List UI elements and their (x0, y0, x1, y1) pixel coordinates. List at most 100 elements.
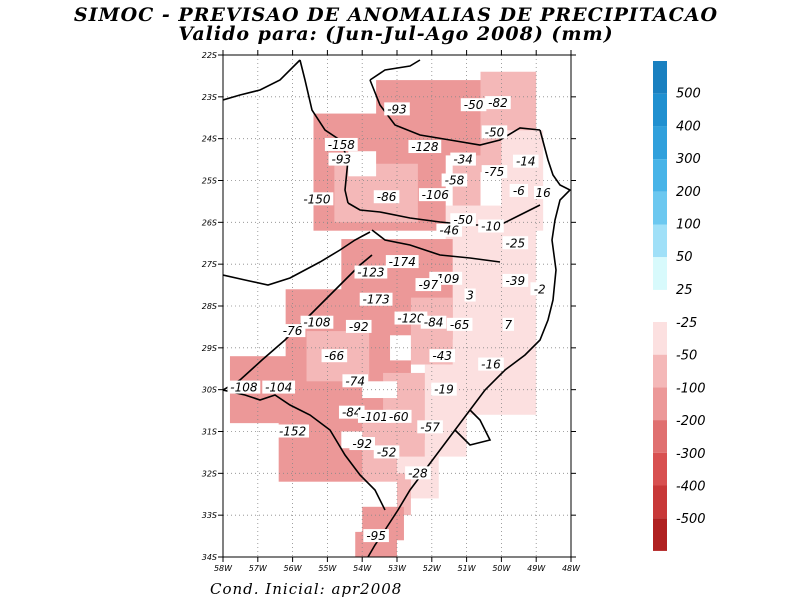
anomaly-value-label: -6 (509, 183, 528, 198)
value-label-box (300, 315, 334, 329)
value-label-text: -150 (303, 192, 331, 206)
value-label-text: -82 (488, 96, 508, 110)
lat-label: 23S (202, 93, 217, 102)
value-label-text: -46 (439, 224, 459, 238)
value-label-box (441, 173, 468, 187)
lat-label: 26S (202, 218, 217, 227)
lon-label: 53W (388, 564, 407, 573)
anomaly-value-label: -93 (328, 152, 355, 167)
legend-swatch-negative (653, 452, 667, 486)
value-label-text: -19 (434, 383, 454, 397)
legend-swatch-positive (653, 126, 667, 160)
value-label-text: -10 (481, 220, 501, 234)
value-label-text: -108 (230, 381, 258, 395)
anomaly-value-label: -66 (321, 349, 348, 363)
lat-label: 33S (202, 511, 217, 520)
anomaly-value-label: -10 (478, 219, 504, 234)
anomaly-value-label: -92 (349, 437, 375, 451)
state-border-pr-sc (347, 202, 541, 226)
anomaly-value-label: -25 (502, 236, 529, 250)
anomaly-value-label: -39 (502, 273, 529, 288)
value-label-text: -14 (516, 155, 536, 169)
value-label-text: -84 (424, 316, 444, 330)
value-label-box (502, 273, 529, 287)
lon-label: 51W (458, 564, 477, 573)
legend-swatch-negative (653, 485, 667, 519)
value-label-box (509, 183, 528, 197)
value-label-box (533, 186, 553, 200)
lat-label: 31S (202, 428, 217, 437)
anomaly-value-label: -82 (485, 96, 511, 110)
anomaly-value-label: -50 (460, 98, 487, 112)
anomaly-value-label: -57 (417, 420, 443, 434)
river-line (223, 59, 301, 101)
value-label-box (276, 424, 309, 438)
value-label-box (512, 154, 539, 168)
anomaly-value-label: -65 (446, 317, 473, 332)
lon-label: 54W (353, 564, 372, 573)
value-label-box (450, 152, 476, 166)
value-label-text: -39 (506, 274, 526, 288)
lon-label: 48W (562, 564, 581, 573)
value-label-text: 16 (536, 186, 552, 200)
anomaly-value-label: -75 (481, 165, 508, 179)
lon-label: 52W (423, 564, 442, 573)
lon-label: 55W (318, 564, 337, 573)
value-label-text: -66 (325, 349, 345, 363)
legend-label: 200 (676, 185, 701, 200)
value-label-box (415, 278, 442, 292)
value-label-text: -34 (453, 153, 473, 167)
anomaly-value-label: -93 (384, 102, 410, 116)
value-label-box (530, 282, 549, 296)
value-label-box (384, 102, 410, 116)
value-label-text: 7 (505, 318, 513, 332)
legend-label: -50 (676, 349, 697, 364)
legend-swatch-positive (653, 191, 667, 225)
legend-swatch-positive (653, 224, 667, 258)
anomaly-value-label: -150 (300, 192, 334, 206)
value-label-text: -108 (303, 316, 331, 330)
legend-swatch-negative (653, 322, 667, 355)
anomaly-value-label: -14 (512, 154, 539, 169)
value-label-text: -128 (411, 140, 439, 154)
legend-swatch-positive (653, 257, 667, 290)
value-label-box (345, 319, 372, 333)
anomaly-value-label: -74 (342, 374, 369, 388)
no-anomaly-region (390, 335, 411, 361)
value-label-box (502, 317, 514, 331)
value-label-box (464, 288, 476, 302)
legend-label: 300 (676, 152, 701, 167)
legend-label: -300 (676, 447, 706, 462)
anomaly-value-label: -104 (262, 380, 296, 395)
value-label-box (324, 137, 358, 151)
value-label-box (478, 219, 504, 233)
anomaly-value-label: -58 (441, 173, 468, 188)
value-label-text: -60 (389, 410, 409, 424)
value-label-text: -50 (464, 98, 484, 112)
anomaly-value-label: -84 (420, 315, 447, 330)
anomaly-value-label: -101 (357, 409, 391, 424)
legend-swatch-negative (653, 387, 667, 421)
value-label-box (460, 98, 487, 112)
anomaly-value-label: -2 (530, 282, 549, 296)
anomaly-value-label: 7 (502, 317, 514, 332)
value-label-box (429, 349, 456, 363)
legend-label: 400 (676, 119, 701, 134)
value-label-box (502, 236, 529, 250)
legend-label: -25 (676, 316, 697, 331)
value-label-box (417, 420, 443, 434)
chart-title-line2: Valido para: (Jun-Jul-Ago 2008) (mm) (178, 23, 614, 45)
anomaly-value-label: -174 (385, 255, 419, 269)
initial-condition-label: Cond. Inicial: apr2008 (210, 580, 403, 598)
anomaly-value-label: -173 (359, 292, 393, 307)
value-label-box (359, 292, 393, 306)
value-label-box (349, 437, 375, 451)
value-label-box (481, 125, 508, 139)
lon-label: 57W (249, 564, 268, 573)
lat-label: 22S (202, 51, 217, 60)
value-label-text: -28 (408, 466, 428, 480)
value-label-text: -16 (481, 358, 501, 372)
legend-swatch-positive (653, 93, 667, 127)
lat-label: 28S (202, 302, 217, 311)
value-label-box (418, 188, 452, 202)
